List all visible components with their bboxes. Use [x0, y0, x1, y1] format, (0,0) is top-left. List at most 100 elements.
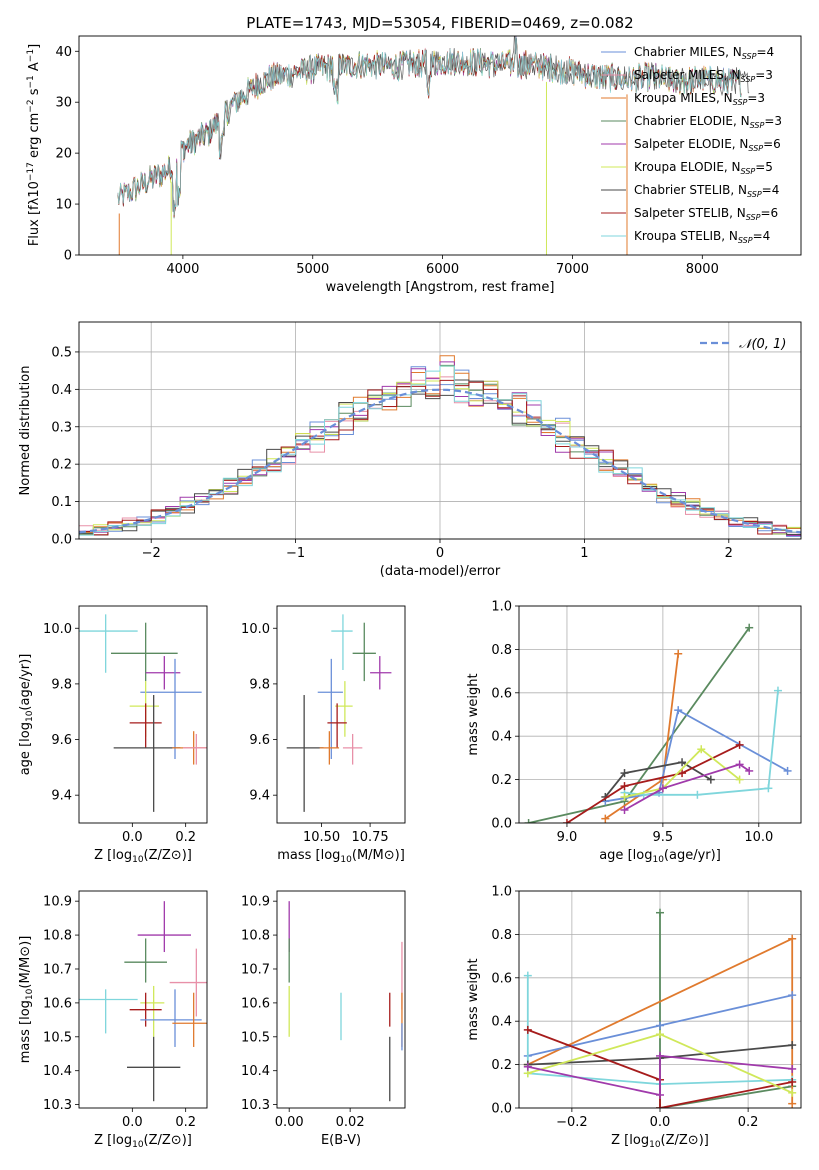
weight-marker — [788, 934, 797, 943]
y-tick-label: 10.3 — [241, 1098, 270, 1113]
weight-marker — [706, 775, 715, 784]
weight-line-yellow — [624, 747, 741, 798]
weight-marker — [678, 758, 687, 767]
weight-marker — [656, 1090, 664, 1099]
x-tick-label: 9.5 — [653, 830, 674, 845]
y-tick-label: 40 — [55, 45, 72, 60]
weight-marker — [523, 1025, 532, 1034]
y-tick-label: 10.4 — [241, 1064, 270, 1079]
legend-label: Salpeter ELODIE, NSSP=6 — [634, 137, 781, 153]
weight-marker — [693, 790, 702, 799]
x-tick-label: 7000 — [556, 262, 589, 277]
age-vs-Z-axes: 0.0 0.2 9.4 9.6 9.8 10.0 Z [log10(Z/Z⊙)] age [l… — [18, 605, 208, 865]
weight-marker — [562, 819, 571, 823]
weight-marker — [735, 740, 744, 749]
errorbar-point-cornflower — [140, 989, 202, 1047]
y-tick-label: 9.6 — [249, 733, 270, 748]
plot-area — [523, 908, 797, 1108]
y-tick-label: 9.4 — [51, 789, 72, 804]
weight-marker — [524, 819, 533, 823]
y-tick-label: 10.6 — [241, 996, 270, 1011]
errorbar-point-green — [111, 622, 178, 682]
x-tick-label: 0.00 — [275, 1115, 304, 1130]
x-tick-label: 9.0 — [557, 830, 578, 845]
weight-line-crimson — [566, 744, 740, 823]
legend: Chabrier MILES, NSSP=4 Salpeter MILES, NS… — [601, 45, 782, 245]
mass-vs-Z-axes: 0.0 0.2 10.3 10.4 10.5 10.6 10.7 10.8 10.9 Z [log… — [18, 890, 208, 1150]
y-tick-label: 10.6 — [43, 996, 72, 1011]
y-tick-label: 10.7 — [241, 962, 270, 977]
weight-marker — [656, 1051, 664, 1060]
legend-label: Salpeter STELIB, NSSP=6 — [634, 206, 778, 222]
y-tick-label: 10.5 — [241, 1030, 270, 1045]
x-tick-label: 2 — [725, 546, 733, 561]
y-tick-label: 0.4 — [491, 730, 512, 745]
weight-marker — [674, 649, 683, 658]
x-axis-label: mass [log10(M/M⊙)] — [277, 848, 405, 865]
y-tick-label: 0.0 — [491, 1102, 512, 1117]
y-axis-label: age [log10(age/yr)] — [18, 654, 35, 776]
y-tick-label: 0.1 — [51, 495, 72, 510]
x-tick-label: −0.2 — [556, 1115, 588, 1130]
x-axis-label: Z [log10(Z/Z⊙)] — [94, 1133, 192, 1150]
errorbar-point-crimson — [327, 703, 347, 748]
x-tick-label: −1 — [286, 546, 305, 561]
x-axis-label: Z [log10(Z/Z⊙)] — [94, 848, 192, 865]
y-tick-label: 0.3 — [51, 420, 72, 435]
plot-area — [79, 355, 801, 537]
legend-label: 𝒩(0, 1) — [739, 337, 786, 352]
x-tick-label: 0.0 — [122, 830, 143, 845]
x-tick-label: 10.75 — [351, 830, 388, 845]
errorbar-point-green — [124, 938, 167, 983]
y-axis-label: mass [log10(M/M⊙)] — [18, 936, 35, 1064]
weight-marker — [620, 805, 629, 814]
y-tick-label: 10 — [55, 198, 72, 213]
axes-frame — [78, 890, 208, 1109]
errorbar-point-green — [352, 622, 376, 682]
plot-area — [117, 36, 750, 255]
y-axis-label: Flux [fλ10−17 erg cm−2 s−1 A−1] — [26, 44, 42, 246]
errorbar-point-charcoal — [113, 695, 181, 812]
weight-marker — [620, 769, 629, 778]
y-tick-label: 10.8 — [43, 929, 72, 944]
x-tick-label: 6000 — [426, 262, 459, 277]
weight-line-charcoal — [604, 761, 712, 798]
y-tick-label: 10.9 — [43, 895, 72, 910]
errorbar-point-purple — [137, 901, 191, 953]
x-tick-label: 0.2 — [175, 1115, 196, 1130]
axes-frame — [518, 605, 802, 824]
plot-area — [288, 901, 403, 1102]
errorbar-point-cornflower — [317, 658, 343, 760]
x-tick-label: 1 — [580, 546, 588, 561]
errorbar-point-teal — [79, 614, 138, 673]
x-tick-label: 5000 — [296, 262, 329, 277]
x-tick-label: 10.50 — [303, 830, 340, 845]
y-tick-label: 0.5 — [51, 345, 72, 360]
weight-marker — [788, 991, 797, 1000]
legend-label: Kroupa STELIB, NSSP=4 — [634, 229, 770, 245]
weight-line-cornflower — [605, 708, 789, 803]
legend-label: Kroupa MILES, NSSP=3 — [634, 91, 765, 107]
weight-marker — [773, 686, 782, 695]
plot-area — [286, 614, 392, 812]
y-tick-label: 0.4 — [51, 383, 72, 398]
y-tick-label: 10.4 — [43, 1064, 72, 1079]
weight-marker — [783, 766, 792, 775]
spectrum-axes: 4000 5000 6000 7000 8000 0 10 20 30 40 wavelength … — [26, 35, 802, 295]
x-axis-label: E(B-V) — [321, 1133, 361, 1148]
weight-marker — [656, 1030, 664, 1039]
y-tick-label: 0.2 — [491, 773, 512, 788]
y-tick-label: 20 — [55, 147, 72, 162]
errorbar-point-orange — [319, 731, 340, 765]
y-tick-label: 10.0 — [241, 622, 270, 637]
y-tick-label: 0.6 — [491, 686, 512, 701]
residuals-axes: −2 −1 0 1 2 0.0 0.1 0.2 0.3 0.4 0.5 (data-model)/er… — [18, 321, 802, 579]
legend-label: Chabrier ELODIE, NSSP=3 — [634, 114, 782, 130]
gaussian-curve — [79, 388, 801, 534]
weight-marker — [788, 1077, 797, 1086]
weight-marker — [788, 1041, 797, 1050]
errorbar-point-yellow — [335, 681, 353, 737]
weight-marker — [788, 1064, 797, 1073]
weight-marker — [745, 623, 754, 632]
weight-vs-age-axes: 9.0 9.5 10.0 0.0 0.2 0.4 0.6 0.8 1.0 age [log10(a… — [466, 600, 802, 865]
